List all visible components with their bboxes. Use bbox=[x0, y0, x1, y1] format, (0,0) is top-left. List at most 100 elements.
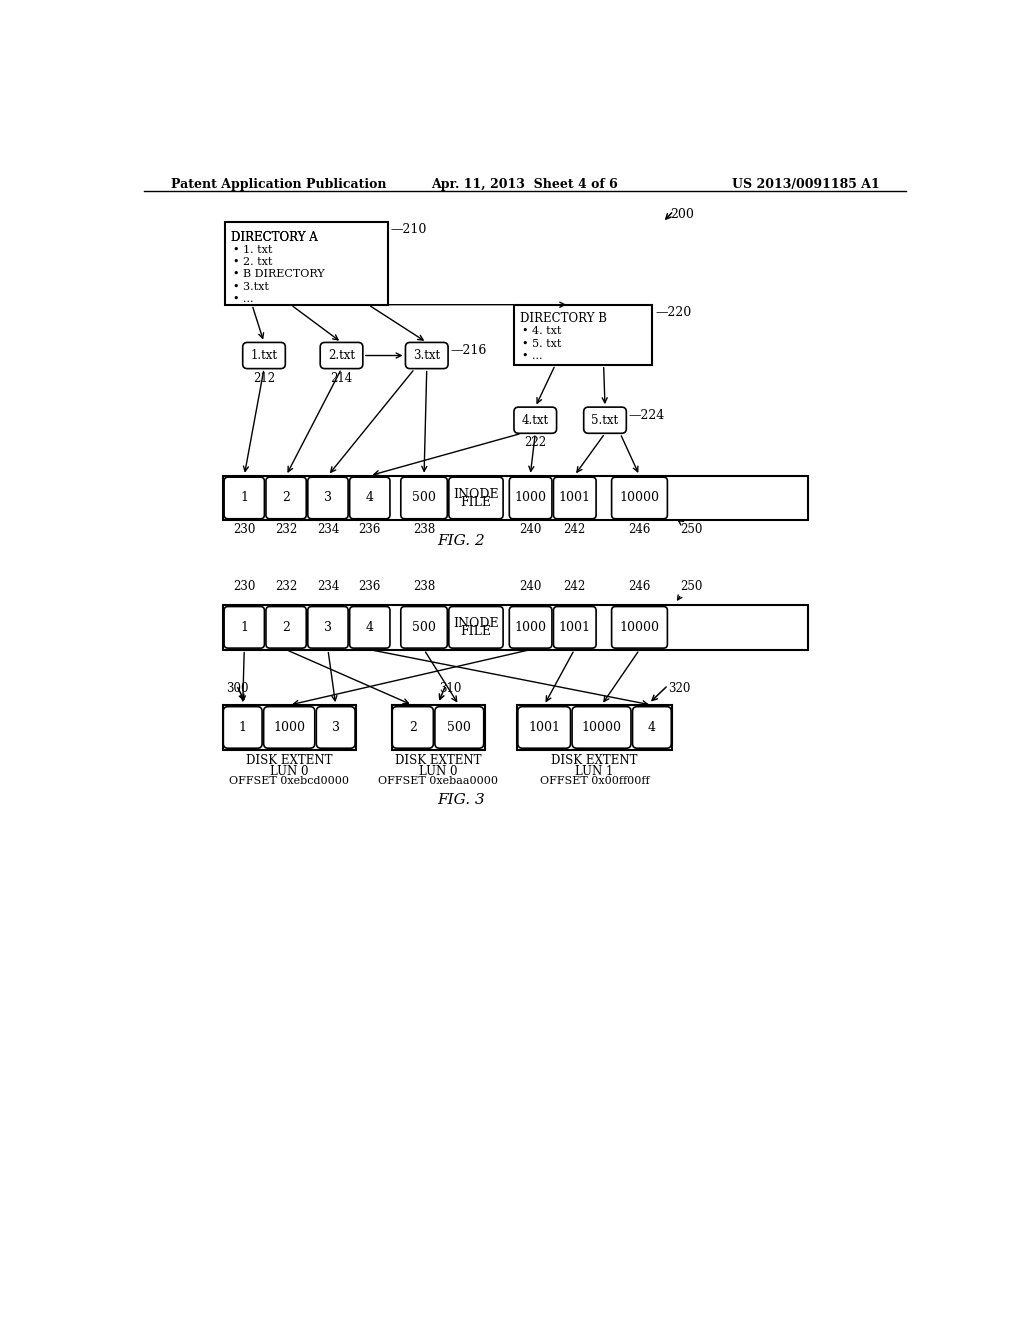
Text: • 4. txt: • 4. txt bbox=[521, 326, 561, 337]
Text: LUN 1: LUN 1 bbox=[575, 766, 613, 779]
FancyBboxPatch shape bbox=[554, 478, 596, 519]
Text: 242: 242 bbox=[563, 523, 586, 536]
Text: DISK EXTENT: DISK EXTENT bbox=[551, 755, 638, 767]
FancyBboxPatch shape bbox=[266, 607, 306, 648]
Bar bbox=[222, 475, 809, 520]
Text: INODE: INODE bbox=[454, 487, 499, 500]
FancyBboxPatch shape bbox=[449, 478, 503, 519]
Text: 240: 240 bbox=[519, 523, 542, 536]
FancyBboxPatch shape bbox=[611, 607, 668, 648]
Text: 4: 4 bbox=[648, 721, 656, 734]
Text: 500: 500 bbox=[412, 620, 436, 634]
Text: 236: 236 bbox=[358, 523, 381, 536]
FancyBboxPatch shape bbox=[514, 407, 557, 433]
FancyBboxPatch shape bbox=[406, 342, 449, 368]
Text: 232: 232 bbox=[275, 579, 297, 593]
Text: —220: —220 bbox=[655, 306, 691, 319]
Text: 246: 246 bbox=[629, 579, 650, 593]
Text: 2: 2 bbox=[409, 721, 417, 734]
Text: 3.txt: 3.txt bbox=[414, 348, 440, 362]
FancyBboxPatch shape bbox=[308, 478, 348, 519]
FancyBboxPatch shape bbox=[611, 478, 668, 519]
Text: 2.txt: 2.txt bbox=[328, 348, 355, 362]
Text: 230: 230 bbox=[233, 523, 255, 536]
FancyBboxPatch shape bbox=[224, 478, 264, 519]
Text: 1000: 1000 bbox=[515, 491, 547, 504]
Text: OFFSET 0x00ff00ff: OFFSET 0x00ff00ff bbox=[540, 776, 649, 785]
Text: 250: 250 bbox=[680, 579, 702, 593]
Bar bbox=[225, 222, 388, 305]
Text: 300: 300 bbox=[226, 682, 249, 696]
Text: FIG. 2: FIG. 2 bbox=[437, 535, 485, 548]
Text: FILE: FILE bbox=[461, 496, 492, 510]
Bar bbox=[517, 705, 672, 750]
Text: 4.txt: 4.txt bbox=[521, 413, 549, 426]
Text: 1001: 1001 bbox=[559, 620, 591, 634]
Text: —216: —216 bbox=[451, 345, 486, 356]
Text: OFFSET 0xebaa0000: OFFSET 0xebaa0000 bbox=[378, 776, 498, 785]
Text: 212: 212 bbox=[253, 372, 275, 384]
Text: 234: 234 bbox=[316, 523, 339, 536]
FancyBboxPatch shape bbox=[223, 706, 262, 748]
Text: • 3.txt: • 3.txt bbox=[232, 281, 268, 292]
Text: INODE: INODE bbox=[454, 616, 499, 630]
FancyBboxPatch shape bbox=[349, 607, 390, 648]
Text: 238: 238 bbox=[413, 579, 435, 593]
Text: 3: 3 bbox=[324, 620, 332, 634]
Text: 238: 238 bbox=[413, 523, 435, 536]
Text: • 2. txt: • 2. txt bbox=[232, 257, 272, 267]
Text: 1001: 1001 bbox=[559, 491, 591, 504]
Text: 1.txt: 1.txt bbox=[251, 348, 278, 362]
Text: FIG. 3: FIG. 3 bbox=[437, 793, 485, 807]
Text: Apr. 11, 2013  Sheet 4 of 6: Apr. 11, 2013 Sheet 4 of 6 bbox=[431, 178, 618, 190]
Text: • B DIRECTORY: • B DIRECTORY bbox=[232, 269, 325, 280]
Text: 3: 3 bbox=[324, 491, 332, 504]
Text: 214: 214 bbox=[331, 372, 352, 384]
Text: • 1. txt: • 1. txt bbox=[232, 244, 272, 255]
FancyBboxPatch shape bbox=[243, 342, 286, 368]
FancyBboxPatch shape bbox=[435, 706, 483, 748]
Text: 5.txt: 5.txt bbox=[592, 413, 618, 426]
Text: LUN 0: LUN 0 bbox=[270, 766, 308, 779]
Text: 310: 310 bbox=[439, 682, 462, 696]
FancyBboxPatch shape bbox=[308, 607, 348, 648]
FancyBboxPatch shape bbox=[509, 607, 552, 648]
Text: 10000: 10000 bbox=[620, 620, 659, 634]
Text: 200: 200 bbox=[671, 209, 694, 222]
FancyBboxPatch shape bbox=[349, 478, 390, 519]
Text: 242: 242 bbox=[563, 579, 586, 593]
Text: 2: 2 bbox=[283, 620, 290, 634]
Text: 1001: 1001 bbox=[528, 721, 560, 734]
Text: 1: 1 bbox=[239, 721, 247, 734]
Text: —224: —224 bbox=[629, 409, 665, 421]
Text: 236: 236 bbox=[358, 579, 381, 593]
Bar bbox=[222, 705, 356, 750]
FancyBboxPatch shape bbox=[266, 478, 306, 519]
FancyBboxPatch shape bbox=[316, 706, 355, 748]
FancyBboxPatch shape bbox=[509, 478, 552, 519]
Bar bbox=[514, 305, 652, 364]
Text: FILE: FILE bbox=[461, 626, 492, 639]
Text: OFFSET 0xebcd0000: OFFSET 0xebcd0000 bbox=[229, 776, 349, 785]
Text: DIRECTORY A: DIRECTORY A bbox=[231, 231, 317, 244]
Text: 500: 500 bbox=[412, 491, 436, 504]
FancyBboxPatch shape bbox=[584, 407, 627, 433]
FancyBboxPatch shape bbox=[449, 607, 503, 648]
Text: 230: 230 bbox=[233, 579, 255, 593]
Text: US 2013/0091185 A1: US 2013/0091185 A1 bbox=[732, 178, 880, 190]
FancyBboxPatch shape bbox=[400, 607, 447, 648]
Text: DISK EXTENT: DISK EXTENT bbox=[394, 755, 481, 767]
Text: DIRECTORY A: DIRECTORY A bbox=[231, 231, 317, 244]
FancyBboxPatch shape bbox=[572, 706, 631, 748]
FancyBboxPatch shape bbox=[400, 478, 447, 519]
Text: 4: 4 bbox=[366, 491, 374, 504]
Text: 3: 3 bbox=[332, 721, 340, 734]
Text: 250: 250 bbox=[680, 523, 702, 536]
Text: 246: 246 bbox=[629, 523, 650, 536]
Text: 222: 222 bbox=[524, 437, 547, 449]
Text: 320: 320 bbox=[669, 682, 690, 696]
Text: DISK EXTENT: DISK EXTENT bbox=[246, 755, 333, 767]
Text: • ...: • ... bbox=[521, 351, 542, 360]
Bar bbox=[391, 705, 484, 750]
Text: —210: —210 bbox=[391, 223, 427, 236]
